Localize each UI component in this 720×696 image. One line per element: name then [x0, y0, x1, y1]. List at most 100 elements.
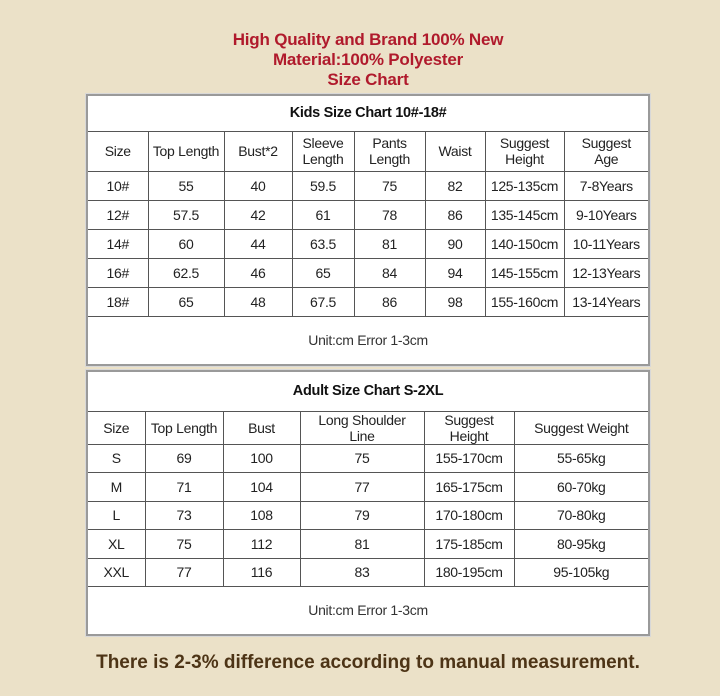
column-header: Suggest Age [563, 130, 650, 172]
table-cell: 86 [353, 286, 426, 317]
table-cell: 16# [86, 257, 149, 288]
table-cell: 170-180cm [423, 500, 515, 530]
table-cell: 108 [222, 500, 301, 530]
table-cell: 71 [144, 472, 224, 502]
table-row: XXL 77 116 83 180-195cm 95-105kg [86, 557, 650, 587]
table-cell: 125-135cm [484, 170, 565, 201]
table-cell: 75 [353, 170, 426, 201]
table-cell: 75 [144, 529, 224, 559]
table-row: 18# 65 48 67.5 86 98 155-160cm 13-14Years [86, 286, 650, 317]
table-cell: 82 [424, 170, 486, 201]
kids-size-table: Kids Size Chart 10#-18# Size Top Length Bus… [86, 94, 651, 366]
table-cell: 83 [299, 557, 425, 587]
table-cell: 57.5 [147, 199, 225, 230]
table-cell: 44 [223, 228, 293, 259]
table-title-row: Adult Size Chart S-2XL [86, 370, 650, 412]
table-cell: 67.5 [291, 286, 355, 317]
table-title-row: Kids Size Chart 10#-18# [86, 94, 650, 132]
table-cell: 12-13Years [563, 257, 650, 288]
header-line-size-chart: Size Chart [327, 70, 409, 89]
table-cell: 70-80kg [513, 500, 650, 530]
column-header: Size [86, 130, 149, 172]
table-cell: 104 [222, 472, 301, 502]
header-line-material: Material:100% Polyester [272, 50, 464, 69]
table-cell: 75 [299, 443, 425, 473]
table-cell: 145-155cm [484, 257, 565, 288]
column-header: Top Length [147, 130, 225, 172]
table-cell: 10-11Years [563, 228, 650, 259]
column-header: Suggest Height [484, 130, 565, 172]
column-header: Bust*2 [223, 130, 293, 172]
table-cell: 90 [424, 228, 486, 259]
unit-row: Unit:cm Error 1-3cm [86, 586, 650, 635]
header-line-quality: High Quality and Brand 100% New [232, 30, 504, 49]
column-header: Sleeve Length [291, 130, 355, 172]
table-cell: 40 [223, 170, 293, 201]
table-row: M 71 104 77 165-175cm 60-70kg [86, 472, 650, 502]
table-cell: 98 [424, 286, 486, 317]
measurement-note: There is 2-3% difference according to ma… [96, 652, 640, 673]
unit-row: Unit:cm Error 1-3cm [86, 315, 650, 366]
table-cell: 79 [299, 500, 425, 530]
table-cell: 84 [353, 257, 426, 288]
table-cell: 78 [353, 199, 426, 230]
table-row: 14# 60 44 63.5 81 90 140-150cm 10-11Years [86, 228, 650, 259]
table-cell: 86 [424, 199, 486, 230]
table-cell: 46 [223, 257, 293, 288]
column-header: Size [86, 410, 146, 445]
table-cell: 140-150cm [484, 228, 565, 259]
column-header: Suggest Weight [513, 410, 650, 445]
table-cell: 62.5 [147, 257, 225, 288]
table-cell: 65 [147, 286, 225, 317]
table-cell: 59.5 [291, 170, 355, 201]
column-header: Bust [222, 410, 301, 445]
table-row: XL 75 112 81 175-185cm 80-95kg [86, 529, 650, 559]
table-cell: 60 [147, 228, 225, 259]
table-cell: L [86, 500, 146, 530]
column-header: Suggest Height [423, 410, 515, 445]
unit-note: Unit:cm Error 1-3cm [86, 586, 650, 635]
table-cell: XXL [86, 557, 146, 587]
table-cell: 155-170cm [423, 443, 515, 473]
table-cell: 77 [299, 472, 425, 502]
table-row: 16# 62.5 46 65 84 94 145-155cm 12-13Years [86, 257, 650, 288]
adult-size-table: Adult Size Chart S-2XL Size Top Length Bust… [86, 370, 651, 636]
table-cell: 14# [86, 228, 149, 259]
unit-note: Unit:cm Error 1-3cm [86, 315, 650, 366]
table-cell: 100 [222, 443, 301, 473]
column-header: Long Shoulder Line [299, 410, 425, 445]
table-cell: 55 [147, 170, 225, 201]
table-cell: M [86, 472, 146, 502]
column-header: Waist [424, 130, 486, 172]
table-title: Kids Size Chart 10#-18# [86, 94, 650, 132]
table-cell: 73 [144, 500, 224, 530]
table-cell: 95-105kg [513, 557, 650, 587]
table-cell: 13-14Years [563, 286, 650, 317]
table-cell: 9-10Years [563, 199, 650, 230]
table-cell: 61 [291, 199, 355, 230]
table-row: 12# 57.5 42 61 78 86 135-145cm 9-10Years [86, 199, 650, 230]
table-cell: 42 [223, 199, 293, 230]
table-cell: 81 [299, 529, 425, 559]
table-cell: 18# [86, 286, 149, 317]
table-cell: S [86, 443, 146, 473]
table-cell: 12# [86, 199, 149, 230]
table-row: L 73 108 79 170-180cm 70-80kg [86, 500, 650, 530]
table-title: Adult Size Chart S-2XL [86, 370, 650, 412]
table-cell: 60-70kg [513, 472, 650, 502]
table-cell: 94 [424, 257, 486, 288]
table-cell: 155-160cm [484, 286, 565, 317]
table-cell: 81 [353, 228, 426, 259]
column-header: Top Length [144, 410, 224, 445]
table-cell: 7-8Years [563, 170, 650, 201]
table-cell: 116 [222, 557, 301, 587]
table-cell: 135-145cm [484, 199, 565, 230]
table-row: 10# 55 40 59.5 75 82 125-135cm 7-8Years [86, 170, 650, 201]
table-cell: 65 [291, 257, 355, 288]
table-cell: 180-195cm [423, 557, 515, 587]
table-cell: 165-175cm [423, 472, 515, 502]
column-header: Pants Length [353, 130, 426, 172]
table-cell: 175-185cm [423, 529, 515, 559]
table-cell: 63.5 [291, 228, 355, 259]
table-header-row: Size Top Length Bust Long Shoulder Line Sugg… [86, 410, 650, 445]
